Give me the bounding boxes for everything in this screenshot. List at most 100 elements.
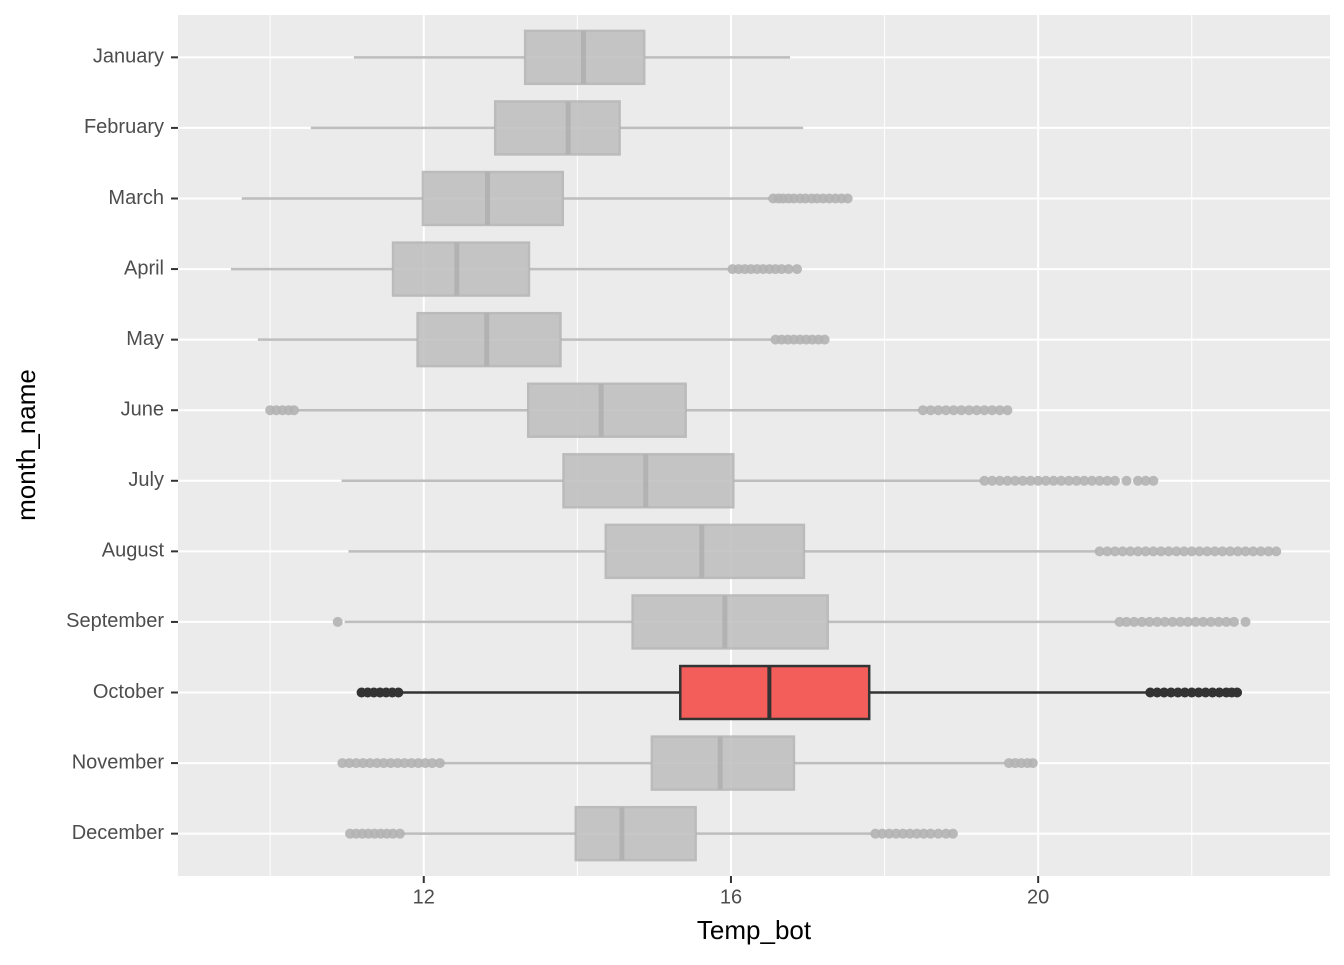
outlier (392, 758, 403, 769)
outlier (933, 828, 944, 839)
y-tick-label: January (93, 46, 164, 68)
outlier (1217, 546, 1228, 557)
outlier (987, 405, 998, 416)
outlier (1017, 475, 1028, 486)
outlier (1140, 546, 1151, 557)
y-tick-label: September (66, 610, 164, 632)
outlier (1002, 405, 1013, 416)
outlier (1048, 475, 1059, 486)
outlier (337, 758, 348, 769)
outlier (1193, 687, 1204, 698)
outlier (792, 264, 803, 275)
outlier (406, 758, 417, 769)
outlier (1079, 475, 1090, 486)
outlier (1240, 616, 1251, 627)
x-tick-label: 16 (720, 886, 742, 908)
outlier (870, 828, 881, 839)
outlier (388, 828, 399, 839)
y-tick-label: May (126, 328, 164, 350)
outlier (941, 405, 951, 416)
outlier (1121, 475, 1132, 486)
outlier (1063, 475, 1074, 486)
outlier (987, 475, 998, 486)
outlier (332, 616, 343, 627)
outlier (1271, 546, 1282, 557)
outlier (842, 193, 853, 204)
outlier (1171, 546, 1182, 557)
outlier (1207, 687, 1218, 698)
outlier (344, 758, 355, 769)
outlier (917, 405, 928, 416)
outlier (413, 758, 424, 769)
outlier (1200, 687, 1211, 698)
box (604, 523, 806, 580)
outlier (897, 828, 908, 839)
box (526, 382, 687, 438)
outlier (947, 828, 958, 839)
box (631, 594, 829, 650)
box (650, 735, 796, 791)
outlier (904, 828, 915, 839)
outlier (1152, 687, 1163, 698)
y-tick-label: February (84, 116, 164, 138)
outlier (1027, 758, 1038, 769)
y-tick-label: November (72, 751, 165, 773)
outlier (365, 758, 375, 769)
outlier (1214, 687, 1225, 698)
outlier (1263, 546, 1274, 557)
outlier (434, 758, 445, 769)
outlier (1225, 546, 1236, 557)
y-tick-label: April (124, 257, 164, 279)
y-tick-label: March (108, 187, 164, 209)
outlier (1086, 475, 1097, 486)
outlier (378, 758, 389, 769)
y-tick-label: August (102, 540, 165, 562)
outlier (1094, 475, 1105, 486)
outlier (1148, 546, 1159, 557)
outlier (1194, 546, 1205, 557)
box (391, 241, 531, 297)
outlier (1240, 546, 1251, 557)
outlier (1163, 546, 1174, 557)
outlier (1232, 687, 1243, 698)
outlier (1209, 546, 1220, 557)
outlier (1144, 616, 1155, 627)
outlier (1102, 546, 1113, 557)
outlier (1172, 687, 1183, 698)
x-axis-title: Temp_bot (697, 915, 812, 945)
outlier (1179, 687, 1190, 698)
outlier (1040, 475, 1051, 486)
outlier (971, 405, 982, 416)
outlier (288, 405, 299, 416)
outlier (884, 828, 895, 839)
outlier (933, 405, 944, 416)
outlier (1145, 687, 1156, 698)
outlier (1136, 616, 1147, 627)
outlier (1125, 546, 1136, 557)
outlier (918, 828, 929, 839)
outlier (1186, 546, 1197, 557)
y-tick-label: July (128, 469, 164, 491)
outlier (979, 475, 990, 486)
outlier (1221, 616, 1232, 627)
outlier (1133, 546, 1143, 557)
y-tick-label: June (121, 398, 164, 420)
outlier (1140, 475, 1151, 486)
outlier (1255, 546, 1266, 557)
outlier (1056, 475, 1067, 486)
outlier (1175, 616, 1186, 627)
outlier (1198, 616, 1209, 627)
x-tick-label: 20 (1027, 886, 1049, 908)
outlier (1186, 687, 1197, 698)
outlier (1133, 475, 1143, 486)
outlier (427, 758, 438, 769)
outlier (371, 758, 382, 769)
outlier (358, 758, 369, 769)
outlier (399, 758, 410, 769)
outlier (948, 405, 959, 416)
outlier (1033, 475, 1044, 486)
outlier (925, 828, 936, 839)
outlier (911, 828, 922, 839)
y-tick-label: December (72, 822, 165, 844)
outlier (994, 405, 1005, 416)
